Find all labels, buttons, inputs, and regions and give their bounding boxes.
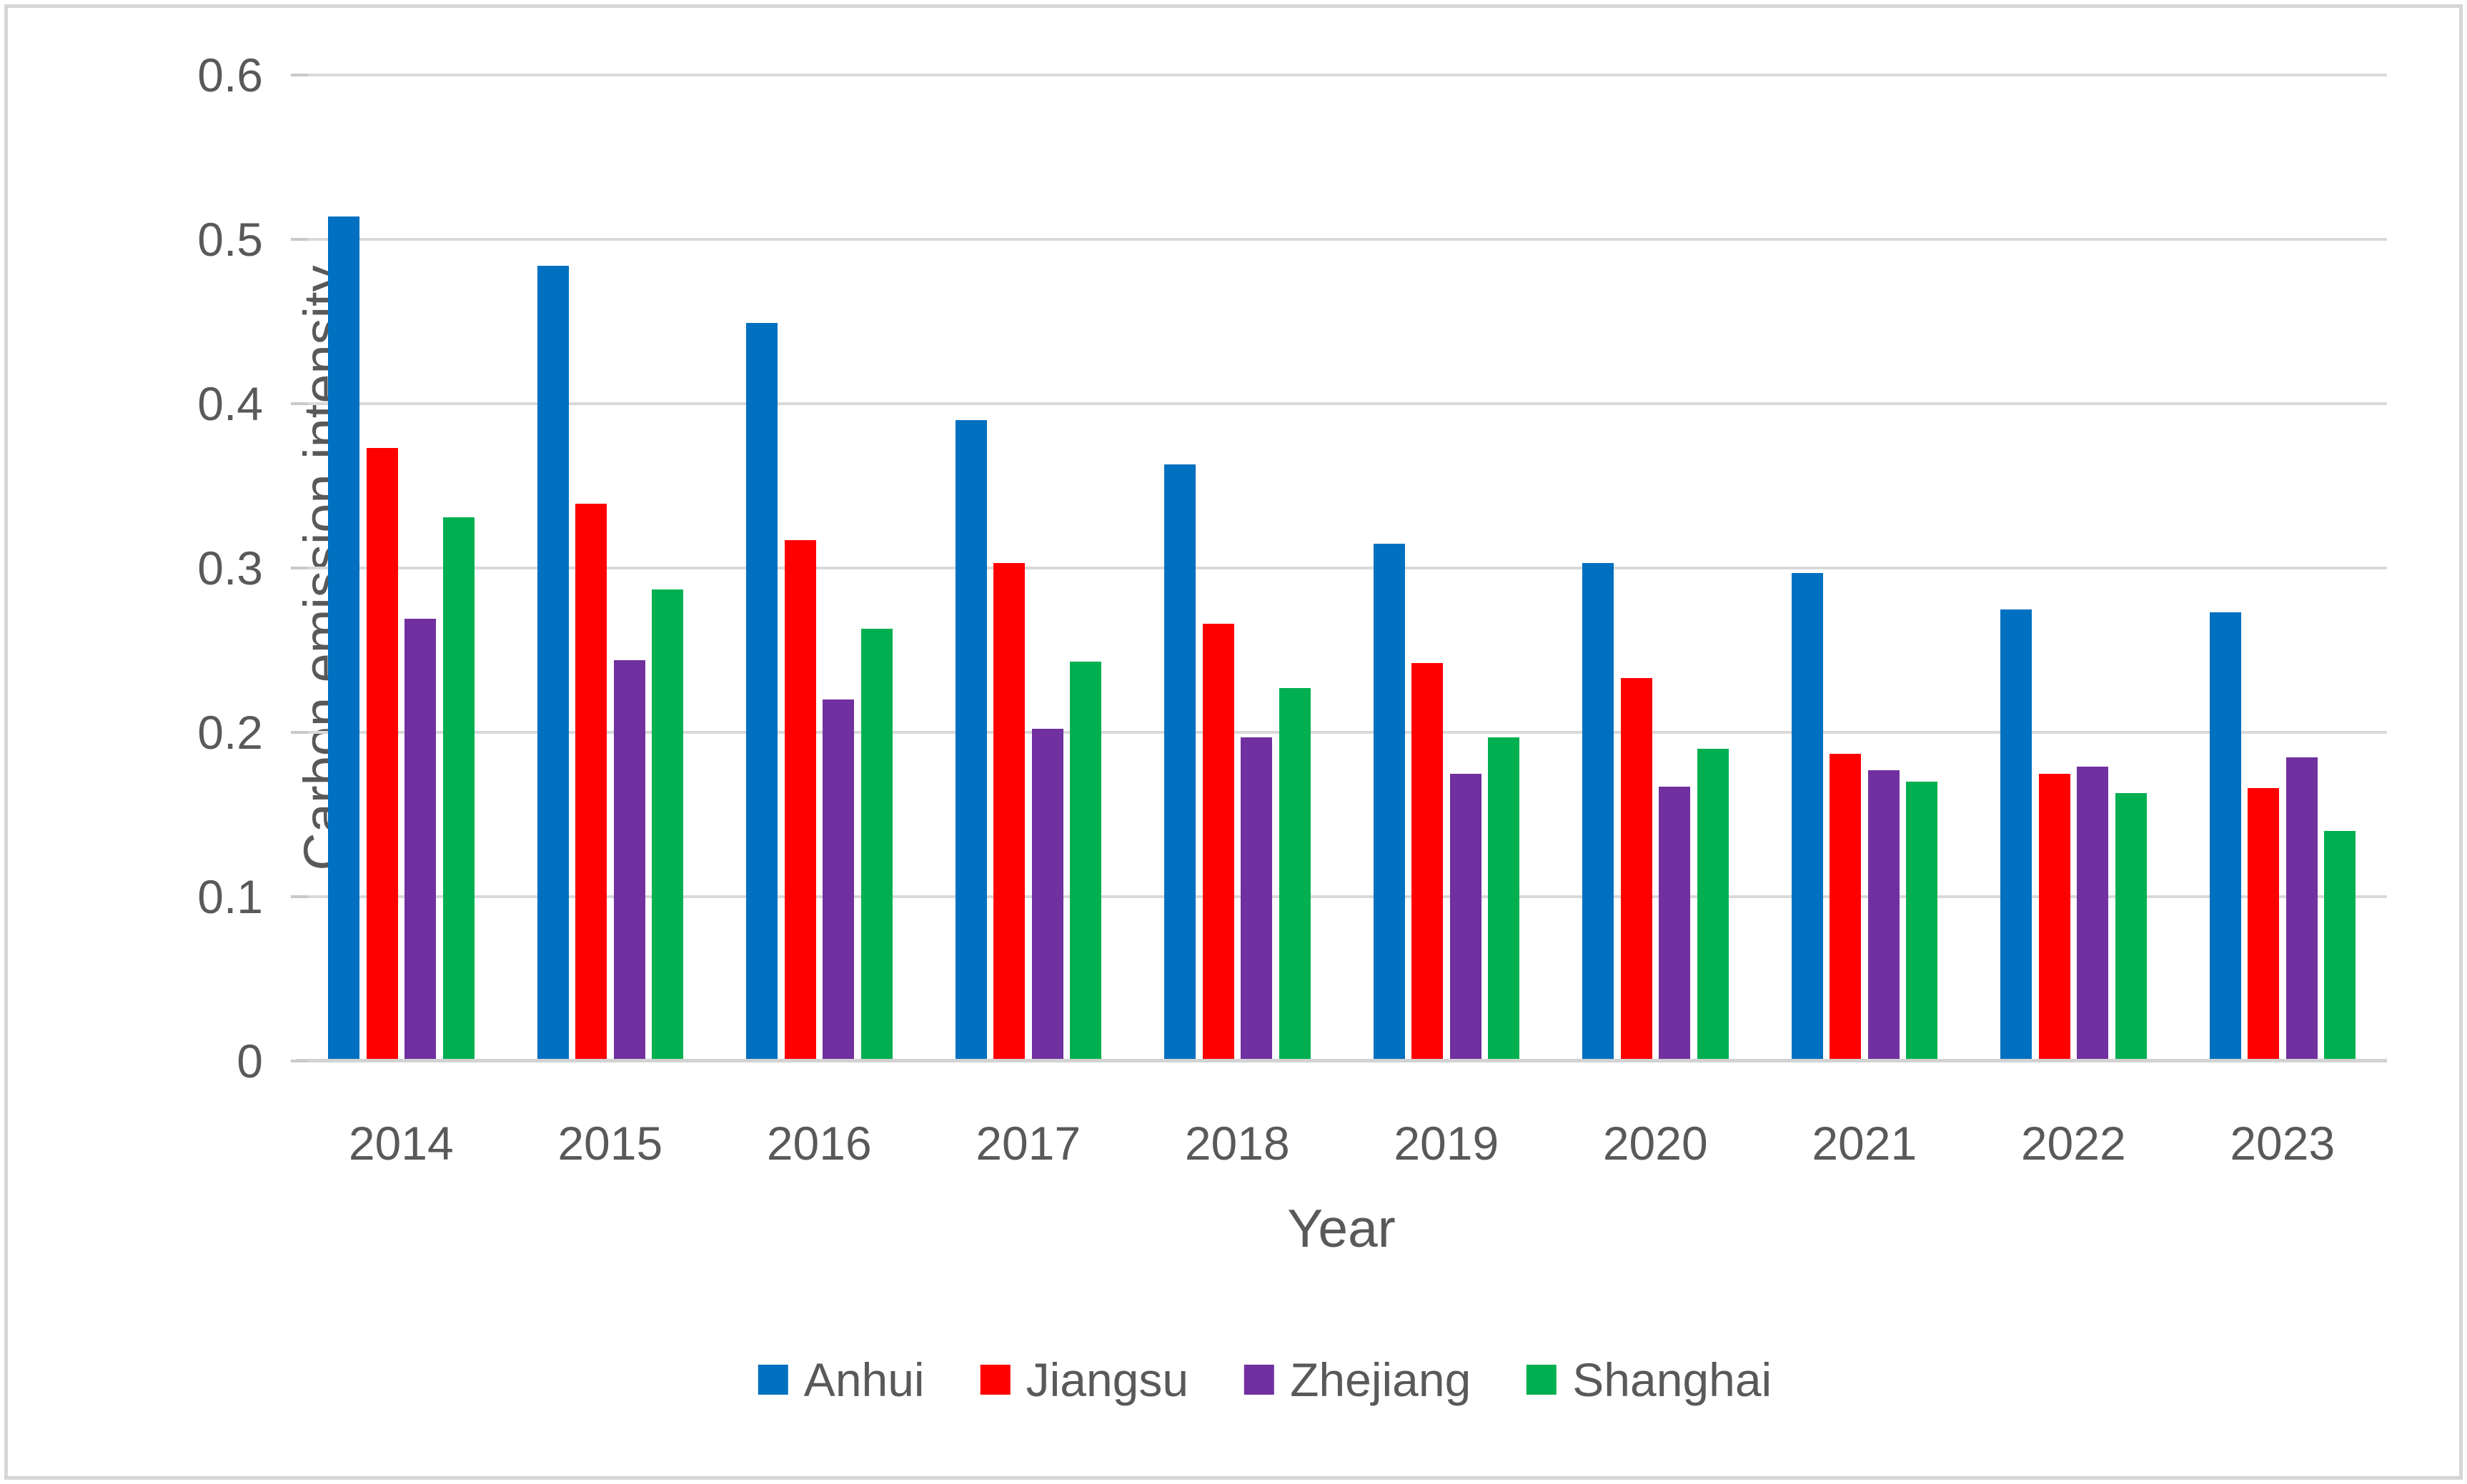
x-axis-title: Year	[1287, 1198, 1396, 1258]
bar-zhejiang-2014	[404, 619, 436, 1061]
bar-anhui-2019	[1373, 543, 1405, 1061]
legend-label: Zhejiang	[1290, 1353, 1471, 1406]
y-tick-label: 0.2	[197, 706, 263, 759]
plot-area	[297, 74, 2387, 1062]
legend-item-shanghai: Shanghai	[1527, 1356, 1772, 1403]
y-tick-label: 0.5	[197, 213, 263, 266]
bar-shanghai-2019	[1488, 737, 1519, 1061]
x-tick-label-2018: 2018	[1184, 1117, 1290, 1170]
legend-swatch-icon	[1244, 1365, 1275, 1395]
bar-anhui-2014	[328, 216, 359, 1061]
y-tick-label: 0.6	[197, 49, 263, 101]
gridline-0.4	[297, 402, 2387, 405]
legend-item-zhejiang: Zhejiang	[1244, 1356, 1471, 1403]
legend-label: Shanghai	[1572, 1353, 1772, 1406]
bar-anhui-2023	[2209, 612, 2241, 1061]
bar-jiangsu-2014	[366, 448, 398, 1061]
bar-jiangsu-2021	[1830, 753, 1861, 1061]
x-tick-label-2022: 2022	[2020, 1117, 2126, 1170]
bar-shanghai-2022	[2115, 793, 2147, 1061]
bar-zhejiang-2022	[2077, 767, 2108, 1061]
bar-anhui-2015	[537, 265, 569, 1061]
bar-anhui-2017	[955, 420, 987, 1061]
bar-shanghai-2020	[1697, 749, 1729, 1061]
y-tick-label: 0.1	[197, 870, 263, 923]
bar-jiangsu-2023	[2248, 788, 2279, 1061]
bar-shanghai-2014	[442, 517, 475, 1061]
gridline-0.1	[297, 895, 2387, 898]
bar-jiangsu-2019	[1411, 663, 1443, 1061]
legend-item-anhui: Anhui	[758, 1356, 925, 1403]
x-axis-line	[297, 1059, 2387, 1062]
bar-shanghai-2016	[860, 629, 893, 1061]
bar-shanghai-2018	[1279, 687, 1311, 1061]
bar-shanghai-2023	[2324, 831, 2356, 1061]
bar-shanghai-2017	[1070, 662, 1101, 1061]
legend-swatch-icon	[758, 1365, 788, 1395]
bar-jiangsu-2017	[993, 563, 1025, 1061]
bar-anhui-2022	[2000, 609, 2032, 1061]
y-tick-label: 0.4	[197, 377, 263, 430]
y-tick-label: 0	[237, 1035, 263, 1087]
gridline-0.3	[297, 567, 2387, 569]
legend-item-jiangsu: Jiangsu	[980, 1353, 1189, 1406]
bar-zhejiang-2023	[2285, 757, 2318, 1061]
x-tick-label-2017: 2017	[976, 1117, 1081, 1170]
y-tick-label: 0.3	[197, 542, 263, 594]
y-tick-mark	[291, 402, 308, 405]
bar-zhejiang-2015	[613, 659, 645, 1061]
gridline-0.2	[297, 731, 2387, 734]
bar-zhejiang-2018	[1241, 737, 1272, 1061]
bar-shanghai-2015	[652, 589, 683, 1061]
bar-anhui-2021	[1791, 572, 1823, 1061]
y-tick-mark	[291, 567, 308, 569]
bar-jiangsu-2018	[1202, 624, 1234, 1061]
x-tick-label-2019: 2019	[1394, 1117, 1499, 1170]
bar-zhejiang-2019	[1449, 773, 1481, 1061]
x-tick-label-2014: 2014	[348, 1117, 454, 1170]
bar-zhejiang-2016	[823, 699, 854, 1061]
bar-anhui-2020	[1582, 563, 1614, 1061]
bar-jiangsu-2016	[784, 539, 816, 1061]
legend-swatch-icon	[980, 1365, 1011, 1395]
gridline-0.6	[297, 74, 2387, 76]
gridline-0.5	[297, 238, 2387, 241]
bar-zhejiang-2017	[1031, 729, 1063, 1061]
legend-label: Anhui	[803, 1353, 925, 1406]
x-tick-label-2016: 2016	[766, 1117, 872, 1170]
bar-zhejiang-2021	[1867, 770, 1900, 1061]
x-tick-label-2015: 2015	[557, 1117, 663, 1170]
y-tick-mark	[291, 895, 308, 898]
legend-swatch-icon	[1527, 1365, 1557, 1395]
y-tick-mark	[291, 731, 308, 734]
legend-label: Jiangsu	[1026, 1353, 1189, 1406]
bar-anhui-2018	[1164, 464, 1196, 1061]
bar-shanghai-2021	[1906, 782, 1937, 1061]
y-tick-mark	[291, 74, 308, 76]
x-tick-label-2023: 2023	[2230, 1117, 2336, 1170]
y-tick-mark	[291, 1060, 308, 1062]
bar-jiangsu-2015	[575, 504, 607, 1061]
y-tick-mark	[291, 238, 308, 241]
x-tick-label-2020: 2020	[1602, 1117, 1708, 1170]
legend: Anhui Jiangsu Zhejiang Shanghai	[758, 1356, 1772, 1403]
x-tick-label-2021: 2021	[1812, 1117, 1917, 1170]
bar-jiangsu-2020	[1620, 678, 1652, 1061]
bar-zhejiang-2020	[1659, 786, 1690, 1061]
bar-anhui-2016	[746, 323, 778, 1061]
bar-jiangsu-2022	[2038, 773, 2070, 1061]
